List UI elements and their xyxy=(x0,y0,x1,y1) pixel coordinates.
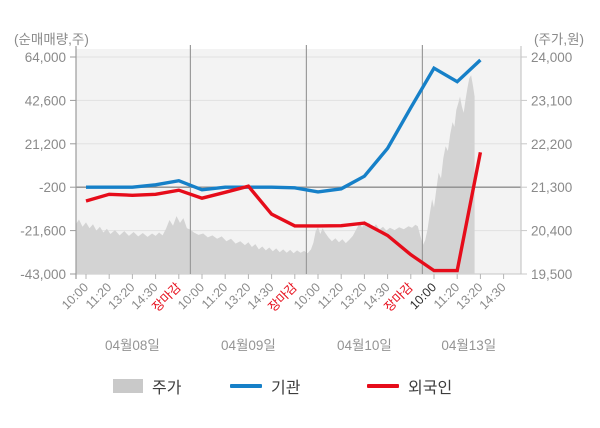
right-tick-label: 23,100 xyxy=(531,93,572,108)
institution-line-swatch xyxy=(230,384,262,388)
legend-item-foreign: 외국인 xyxy=(367,376,453,397)
time-label: 10:00 xyxy=(59,280,91,312)
right-axis-caption: (주가,원) xyxy=(533,32,584,47)
left-tick-label: 21,200 xyxy=(25,137,66,152)
legend-label-foreign: 외국인 xyxy=(408,380,453,397)
time-label: 10:00 xyxy=(407,280,439,312)
left-axis-caption: (순매매량,주) xyxy=(14,32,89,47)
legend-item-institution: 기관 xyxy=(230,376,301,397)
legend-label-institution: 기관 xyxy=(271,380,301,397)
left-tick-label: -21,600 xyxy=(20,224,66,239)
date-label: 04월09일 xyxy=(221,338,276,353)
time-label: 14:30 xyxy=(477,280,509,312)
date-label: 04월08일 xyxy=(105,338,160,353)
institution-line-series xyxy=(86,58,482,194)
right-tick-label: 22,200 xyxy=(531,137,572,152)
right-tick-label: 24,000 xyxy=(531,50,572,65)
time-label: 10:00 xyxy=(175,280,207,312)
left-tick-label: -200 xyxy=(39,180,66,195)
price-area-swatch xyxy=(113,379,143,393)
right-tick-label: 21,300 xyxy=(531,180,572,195)
legend: 주가 기관 외국인 xyxy=(0,376,600,398)
left-tick-label: 42,600 xyxy=(25,93,66,108)
date-label: 04월10일 xyxy=(337,338,392,353)
date-label: 04월13일 xyxy=(441,338,496,353)
left-tick-label: -43,000 xyxy=(20,267,66,282)
price-area-series xyxy=(75,75,475,274)
legend-label-price: 주가 xyxy=(152,380,182,397)
legend-item-price: 주가 xyxy=(113,376,182,397)
left-tick-label: 64,000 xyxy=(25,50,66,65)
foreign-line-swatch xyxy=(367,384,399,388)
foreign-line-series xyxy=(85,151,483,273)
time-label: 10:00 xyxy=(291,280,323,312)
right-tick-label: 19,500 xyxy=(531,267,572,282)
right-tick-label: 20,400 xyxy=(531,224,572,239)
